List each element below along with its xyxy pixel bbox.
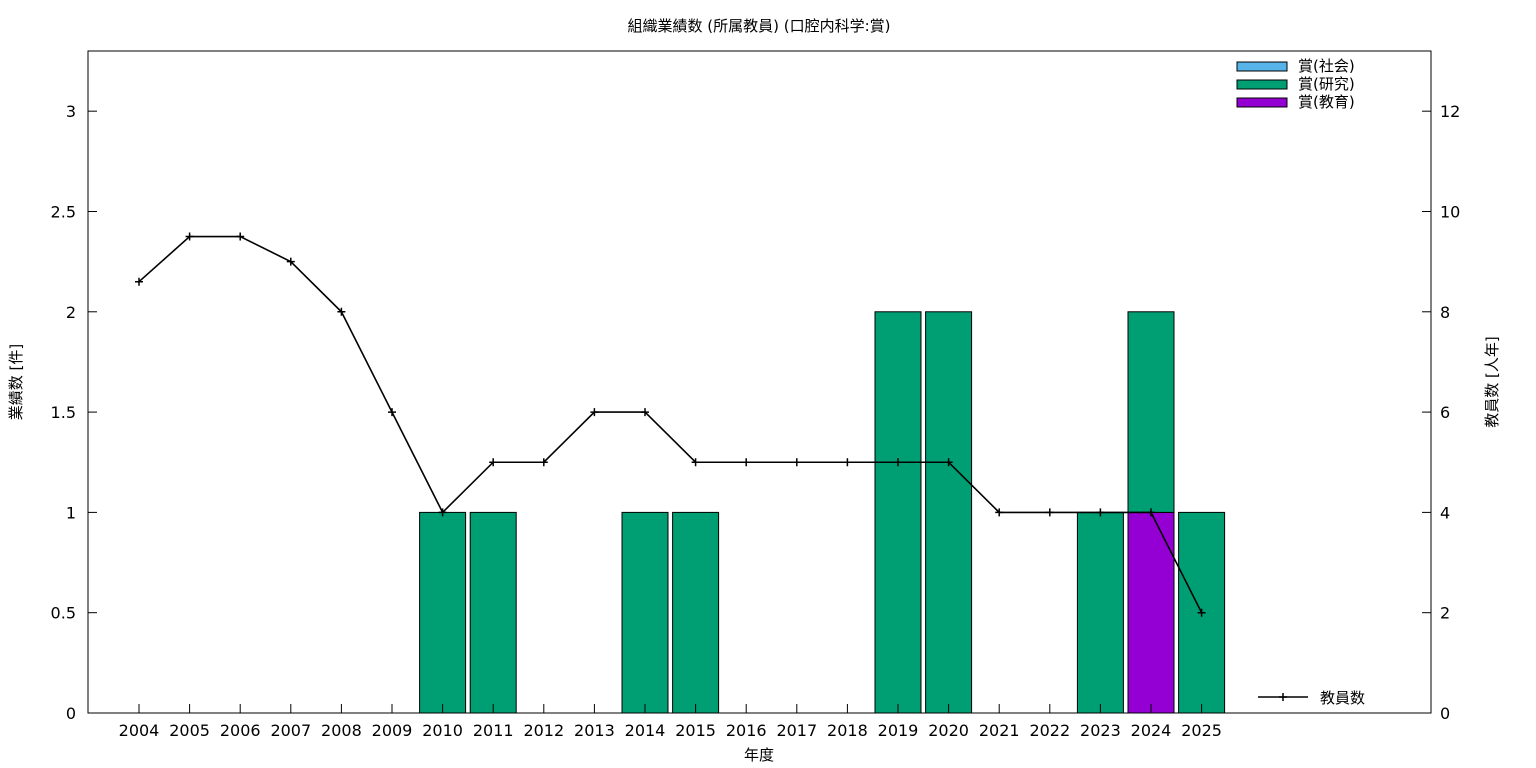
x-axis-label: 年度 bbox=[744, 746, 774, 764]
line-point bbox=[792, 458, 801, 467]
legend-label: 賞(教育) bbox=[1298, 93, 1355, 111]
bar-segment bbox=[419, 511, 467, 714]
x-tick-label: 2012 bbox=[523, 721, 564, 740]
x-tick-label: 2007 bbox=[270, 721, 311, 740]
y-tick-label: 1.5 bbox=[51, 403, 76, 422]
line-point bbox=[135, 277, 143, 286]
line-point bbox=[1147, 508, 1155, 517]
x-tick-label: 2016 bbox=[726, 721, 767, 740]
line-legend: 教員数 bbox=[1258, 689, 1365, 707]
line-point bbox=[388, 408, 396, 417]
y-tick-label: 2 bbox=[66, 303, 76, 322]
line-point bbox=[944, 458, 953, 467]
line-point bbox=[843, 458, 852, 467]
line-point bbox=[539, 458, 548, 467]
y2-tick-label: 12 bbox=[1440, 102, 1460, 121]
line-point bbox=[641, 408, 649, 417]
x-tick-label: 2024 bbox=[1131, 721, 1172, 740]
line-point bbox=[995, 508, 1004, 517]
bar-segment bbox=[925, 311, 973, 714]
x-tick-label: 2021 bbox=[979, 721, 1020, 740]
y2-tick-label: 2 bbox=[1440, 604, 1450, 623]
x-tick-label: 2015 bbox=[675, 721, 716, 740]
line-legend-marker bbox=[1279, 693, 1287, 701]
line-point bbox=[1045, 508, 1054, 517]
x-tick-label: 2014 bbox=[625, 721, 666, 740]
bar-segment bbox=[1127, 311, 1175, 513]
bar-segment bbox=[469, 511, 517, 714]
x-tick-label: 2005 bbox=[169, 721, 210, 740]
y-tick-label: 3 bbox=[66, 102, 76, 121]
line-legend-label: 教員数 bbox=[1320, 689, 1365, 707]
y-tick-label: 0 bbox=[66, 704, 76, 723]
y2-tick-label: 8 bbox=[1440, 303, 1450, 322]
legend-label: 賞(研究) bbox=[1298, 75, 1355, 93]
line-point bbox=[489, 458, 498, 467]
bar-segment bbox=[672, 511, 720, 714]
line-point bbox=[742, 458, 751, 467]
x-tick-label: 2018 bbox=[827, 721, 868, 740]
y2-tick-label: 10 bbox=[1440, 202, 1460, 221]
y2-axis-label: 教員数 [人年] bbox=[1483, 336, 1501, 427]
x-tick-label: 2004 bbox=[119, 721, 160, 740]
x-tick-label: 2010 bbox=[422, 721, 463, 740]
line-point bbox=[590, 408, 599, 417]
line-point bbox=[1096, 508, 1105, 517]
legend-label: 賞(社会) bbox=[1298, 57, 1355, 75]
legend-swatch bbox=[1236, 79, 1288, 90]
line-point bbox=[894, 458, 902, 467]
plot-frame bbox=[87, 50, 1432, 714]
line-point bbox=[1197, 608, 1206, 617]
bar-segment bbox=[1127, 511, 1175, 714]
line-point bbox=[185, 232, 194, 241]
bar-segment bbox=[874, 311, 922, 714]
legend-swatch bbox=[1236, 61, 1288, 72]
line-point bbox=[236, 232, 245, 241]
x-tick-label: 2019 bbox=[878, 721, 919, 740]
y2-tick-label: 4 bbox=[1440, 503, 1450, 522]
line-series bbox=[138, 235, 1203, 614]
bars-layer bbox=[419, 311, 1226, 714]
y-axis-label: 業績数 [件] bbox=[7, 344, 25, 420]
chart-title: 組織業績数 (所属教員) (口腔内科学:賞) bbox=[628, 17, 891, 35]
bar-segment bbox=[1076, 511, 1124, 714]
y2-tick-label: 0 bbox=[1440, 704, 1450, 723]
line-point bbox=[438, 508, 447, 517]
line-point bbox=[691, 458, 700, 467]
line-layer bbox=[135, 232, 1206, 617]
x-tick-label: 2023 bbox=[1080, 721, 1121, 740]
legend: 賞(社会)賞(研究)賞(教育) bbox=[1236, 57, 1355, 111]
x-tick-label: 2008 bbox=[321, 721, 362, 740]
x-tick-label: 2020 bbox=[928, 721, 969, 740]
y2-tick-label: 6 bbox=[1440, 403, 1450, 422]
x-tick-label: 2011 bbox=[473, 721, 514, 740]
x-tick-label: 2022 bbox=[1029, 721, 1070, 740]
x-tick-label: 2013 bbox=[574, 721, 615, 740]
legend-swatch bbox=[1236, 97, 1288, 108]
x-tick-label: 2017 bbox=[776, 721, 817, 740]
y-tick-label: 2.5 bbox=[51, 202, 76, 221]
x-tick-label: 2006 bbox=[220, 721, 261, 740]
bar-segment bbox=[621, 511, 669, 714]
y-tick-label: 1 bbox=[66, 503, 76, 522]
line-point bbox=[286, 257, 295, 266]
line-point bbox=[337, 307, 346, 316]
x-tick-label: 2009 bbox=[372, 721, 413, 740]
x-tick-label: 2025 bbox=[1181, 721, 1222, 740]
axes-layer: 0 0.5 1 1.5 2 2.5 3 0 2 4 6 8 10 12 2004 2005 2006 2007 20… bbox=[51, 102, 1461, 740]
y-tick-label: 0.5 bbox=[51, 604, 76, 623]
